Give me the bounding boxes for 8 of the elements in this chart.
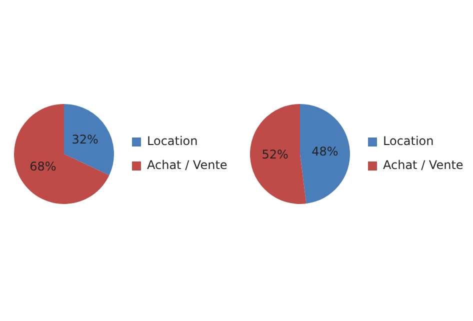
data-label: 48% [312, 144, 338, 159]
legend-label: Achat / Vente [383, 158, 464, 172]
legend-label: Achat / Vente [147, 158, 228, 172]
legend-label: Location [147, 134, 198, 148]
legend-label: Location [383, 134, 434, 148]
data-label: 52% [262, 148, 288, 162]
data-label: 32% [72, 132, 98, 147]
data-label: 68% [30, 160, 56, 174]
